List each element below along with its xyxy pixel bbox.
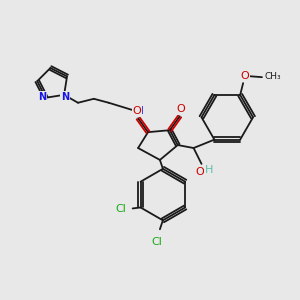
Text: N: N bbox=[135, 106, 143, 116]
Text: O: O bbox=[176, 104, 185, 114]
Text: O: O bbox=[133, 106, 142, 116]
Text: O: O bbox=[195, 167, 204, 177]
Text: Cl: Cl bbox=[115, 204, 126, 214]
Text: N: N bbox=[61, 92, 69, 102]
Text: N: N bbox=[38, 92, 46, 102]
Text: Cl: Cl bbox=[152, 237, 162, 247]
Text: H: H bbox=[205, 165, 214, 175]
Text: O: O bbox=[241, 71, 250, 81]
Text: CH₃: CH₃ bbox=[265, 72, 282, 81]
